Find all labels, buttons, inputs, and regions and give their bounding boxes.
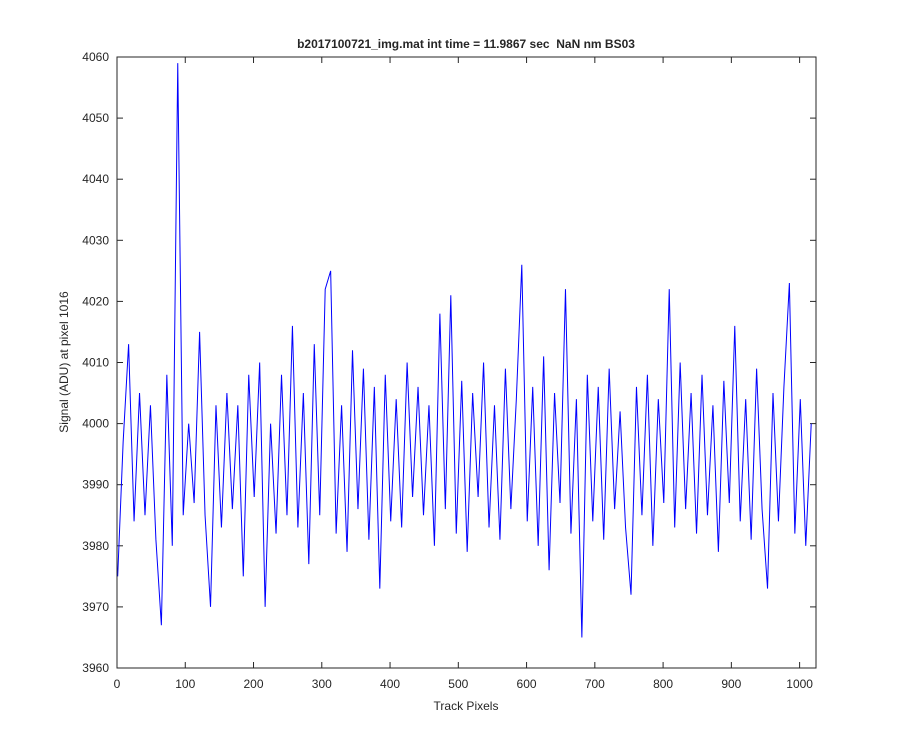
x-tick-label: 0: [114, 677, 121, 691]
x-tick-label: 200: [244, 677, 264, 691]
y-tick-label: 4060: [82, 50, 109, 64]
x-tick-label: 700: [585, 677, 605, 691]
y-tick-label: 4030: [82, 233, 109, 247]
plot-area: [117, 57, 816, 668]
x-tick-label: 1000: [786, 677, 813, 691]
y-tick-label: 4040: [82, 172, 109, 186]
x-tick-label: 900: [721, 677, 741, 691]
y-tick-label: 4020: [82, 294, 109, 308]
data-line: [117, 63, 812, 638]
y-axis-label: Signal (ADU) at pixel 1016: [57, 291, 71, 433]
x-tick-label: 300: [312, 677, 332, 691]
y-tick-label: 4010: [82, 356, 109, 370]
x-tick-label: 400: [380, 677, 400, 691]
y-tick-label: 3960: [82, 661, 109, 675]
axes-box: [116, 56, 817, 669]
y-tick-label: 3990: [82, 478, 109, 492]
x-tick-label: 500: [448, 677, 468, 691]
x-tick-label: 800: [653, 677, 673, 691]
y-tick-label: 3970: [82, 600, 109, 614]
y-tick-label: 3980: [82, 539, 109, 553]
y-tick-label: 4000: [82, 417, 109, 431]
x-axis-label: Track Pixels: [434, 699, 499, 713]
chart-title: b2017100721_img.mat int time = 11.9867 s…: [297, 37, 635, 51]
y-tick-label: 4050: [82, 111, 109, 125]
x-tick-label: 600: [517, 677, 537, 691]
x-tick-label: 100: [175, 677, 195, 691]
